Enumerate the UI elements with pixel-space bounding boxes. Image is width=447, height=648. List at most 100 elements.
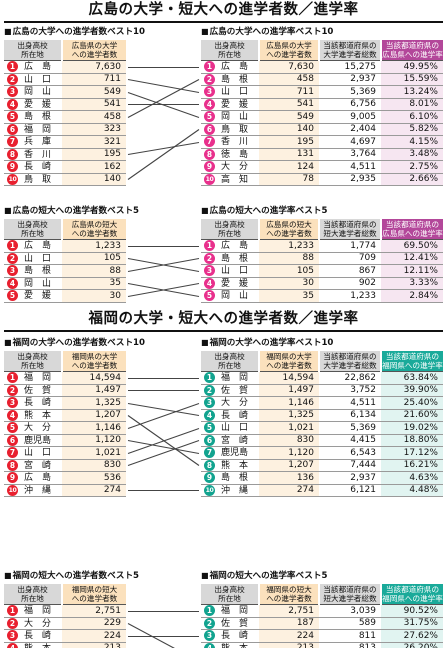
prefecture-name: 長 崎	[24, 398, 52, 409]
column-header: 出身高校 所在地	[201, 40, 260, 61]
total-cell: 589	[319, 617, 381, 630]
prefecture-name: 広 島	[221, 241, 249, 252]
table-row: 4 岡 山 35	[4, 277, 126, 290]
total-cell: 3,752	[319, 384, 381, 397]
rate-cell: 12.41%	[381, 252, 443, 265]
rate-cell: 4.15%	[381, 135, 443, 149]
hiroshima-jc-count-table: 出身高校 所在地 広島県の短大 への進学者数 1 広 島 1,233 2 山 口 105 3 島 …	[4, 219, 126, 303]
rate-cell: 26.20%	[381, 642, 443, 648]
fukuoka-univ-count-table: 出身高校 所在地 福岡県の大学 への進学者数 1 福 岡 14,594 2 佐 賀 1,497…	[4, 351, 126, 497]
prefecture-cell: 8 宮 崎	[4, 459, 62, 472]
column-header: 福岡県の大学 への進学者数	[62, 351, 126, 372]
connector-line	[127, 439, 200, 455]
rank-badge: 7	[204, 136, 215, 148]
prefecture-cell: 5 岡 山	[201, 289, 259, 303]
prefecture-name: 岡 山	[221, 291, 249, 302]
connector-line	[127, 402, 200, 430]
rank-badge: 4	[7, 409, 18, 421]
table-row: 1 広 島 7,630 15,275 49.95%	[201, 60, 443, 74]
total-cell: 6,121	[319, 484, 381, 497]
prefecture-name: 愛 媛	[221, 278, 249, 289]
prefecture-name: 山 口	[24, 448, 52, 459]
prefecture-name: 大 分	[221, 162, 249, 173]
prefecture-name: 福 岡	[24, 124, 52, 135]
prefecture-name: 福 岡	[221, 373, 249, 384]
prefecture-cell: 3 長 崎	[4, 629, 62, 643]
rank-badge: 2	[204, 252, 215, 264]
hiroshima-univ-rate-table: 出身高校 所在地 広島県の大学 への進学者数 当該都道府県の 大学進学者総数 当該都道…	[201, 40, 443, 186]
total-cell: 2,404	[319, 123, 381, 136]
student-count-cell: 2,751	[62, 604, 126, 618]
table-row: 9 島 根 136 2,937 4.63%	[201, 471, 443, 485]
prefecture-name: 島 根	[221, 253, 249, 264]
fukuoka-univ-rate-table: 出身高校 所在地 福岡県の大学 への進学者数 当該都道府県の 大学進学者総数 当該都道…	[201, 351, 443, 497]
student-count-cell: 195	[62, 148, 126, 161]
prefecture-cell: 2 大 分	[4, 617, 62, 630]
prefecture-name: 熊 本	[221, 644, 248, 648]
rank-badge: 5	[204, 111, 215, 123]
prefecture-cell: 5 山 口	[201, 421, 259, 435]
prefecture-name: 宮 崎	[221, 435, 249, 446]
fukuoka-jc-rate-title: 福岡の短大への進学率ベスト5	[201, 570, 328, 582]
rank-badge: 3	[7, 397, 18, 409]
rate-cell: 63.84%	[381, 371, 443, 385]
prefecture-cell: 7 兵 庫	[4, 135, 62, 149]
total-cell: 709	[319, 252, 381, 265]
rank-badge: 4	[204, 409, 215, 421]
total-cell: 1,233	[319, 289, 381, 303]
column-header: 広島県の短大 への進学者数	[259, 219, 320, 240]
connector-line	[127, 129, 200, 180]
rank-badge: 3	[204, 397, 215, 409]
table-row: 2 山 口 105	[4, 252, 126, 265]
connector-line	[127, 402, 200, 417]
rank-badge: 8	[204, 459, 215, 471]
total-cell: 902	[319, 277, 381, 290]
prefecture-name: 広 島	[221, 62, 249, 73]
total-cell: 7,444	[319, 459, 381, 472]
hiroshima-jc-rate-table: 出身高校 所在地 広島県の短大 への進学者数 当該都道府県の 短大進学者総数 当該都道…	[201, 219, 443, 303]
rank-badge: 9	[7, 472, 18, 484]
prefecture-name: 広 島	[24, 241, 52, 252]
table-row: 1 広 島 1,233	[4, 239, 126, 253]
table-row: 9 長 崎 162	[4, 160, 126, 174]
rank-badge: 8	[7, 459, 18, 471]
table-row: 1 福 岡 2,751	[4, 604, 126, 618]
rank-badge: 5	[7, 290, 18, 302]
prefecture-name: 佐 賀	[24, 385, 52, 396]
total-cell: 9,005	[319, 110, 381, 124]
rate-cell: 90.52%	[381, 604, 443, 618]
count-cell: 35	[259, 289, 319, 303]
column-header: 出身高校 所在地	[4, 219, 63, 240]
hiroshima-univ-count-title: 広島の大学への進学者数ベスト10	[4, 26, 145, 38]
rate-cell: 27.62%	[381, 629, 443, 643]
prefecture-name: 福 岡	[24, 606, 52, 617]
rank-badge: 4	[7, 277, 18, 289]
rank-badge: 8	[7, 148, 18, 160]
column-header: 当該都道府県の 広島県への進学率	[381, 219, 443, 240]
rank-badge: 2	[7, 252, 18, 264]
prefecture-name: 愛 媛	[24, 99, 52, 110]
prefecture-cell: 10 沖 縄	[201, 484, 259, 497]
total-cell: 3,764	[319, 148, 381, 161]
prefecture-name: 長 崎	[24, 631, 52, 642]
count-cell: 1,021	[259, 421, 319, 435]
column-header: 出身高校 所在地	[201, 351, 260, 372]
prefecture-cell: 4 熊 本	[201, 642, 259, 648]
rank-badge: 9	[204, 161, 215, 173]
total-cell: 6,756	[319, 98, 381, 111]
rank-badge: 6	[204, 123, 215, 135]
connector-line	[127, 141, 200, 156]
count-cell: 541	[259, 98, 319, 111]
fukuoka-title-divider	[4, 330, 443, 332]
student-count-cell: 549	[62, 85, 126, 99]
column-header: 当該都道府県の 短大進学者総数	[319, 219, 382, 240]
student-count-cell: 140	[62, 173, 126, 186]
prefecture-name: 山 口	[24, 74, 52, 85]
prefecture-name: 大 分	[24, 618, 52, 629]
rate-cell: 8.01%	[381, 98, 443, 111]
total-cell: 5,369	[319, 421, 381, 435]
prefecture-cell: 3 大 分	[201, 396, 259, 410]
count-cell: 195	[259, 135, 319, 149]
